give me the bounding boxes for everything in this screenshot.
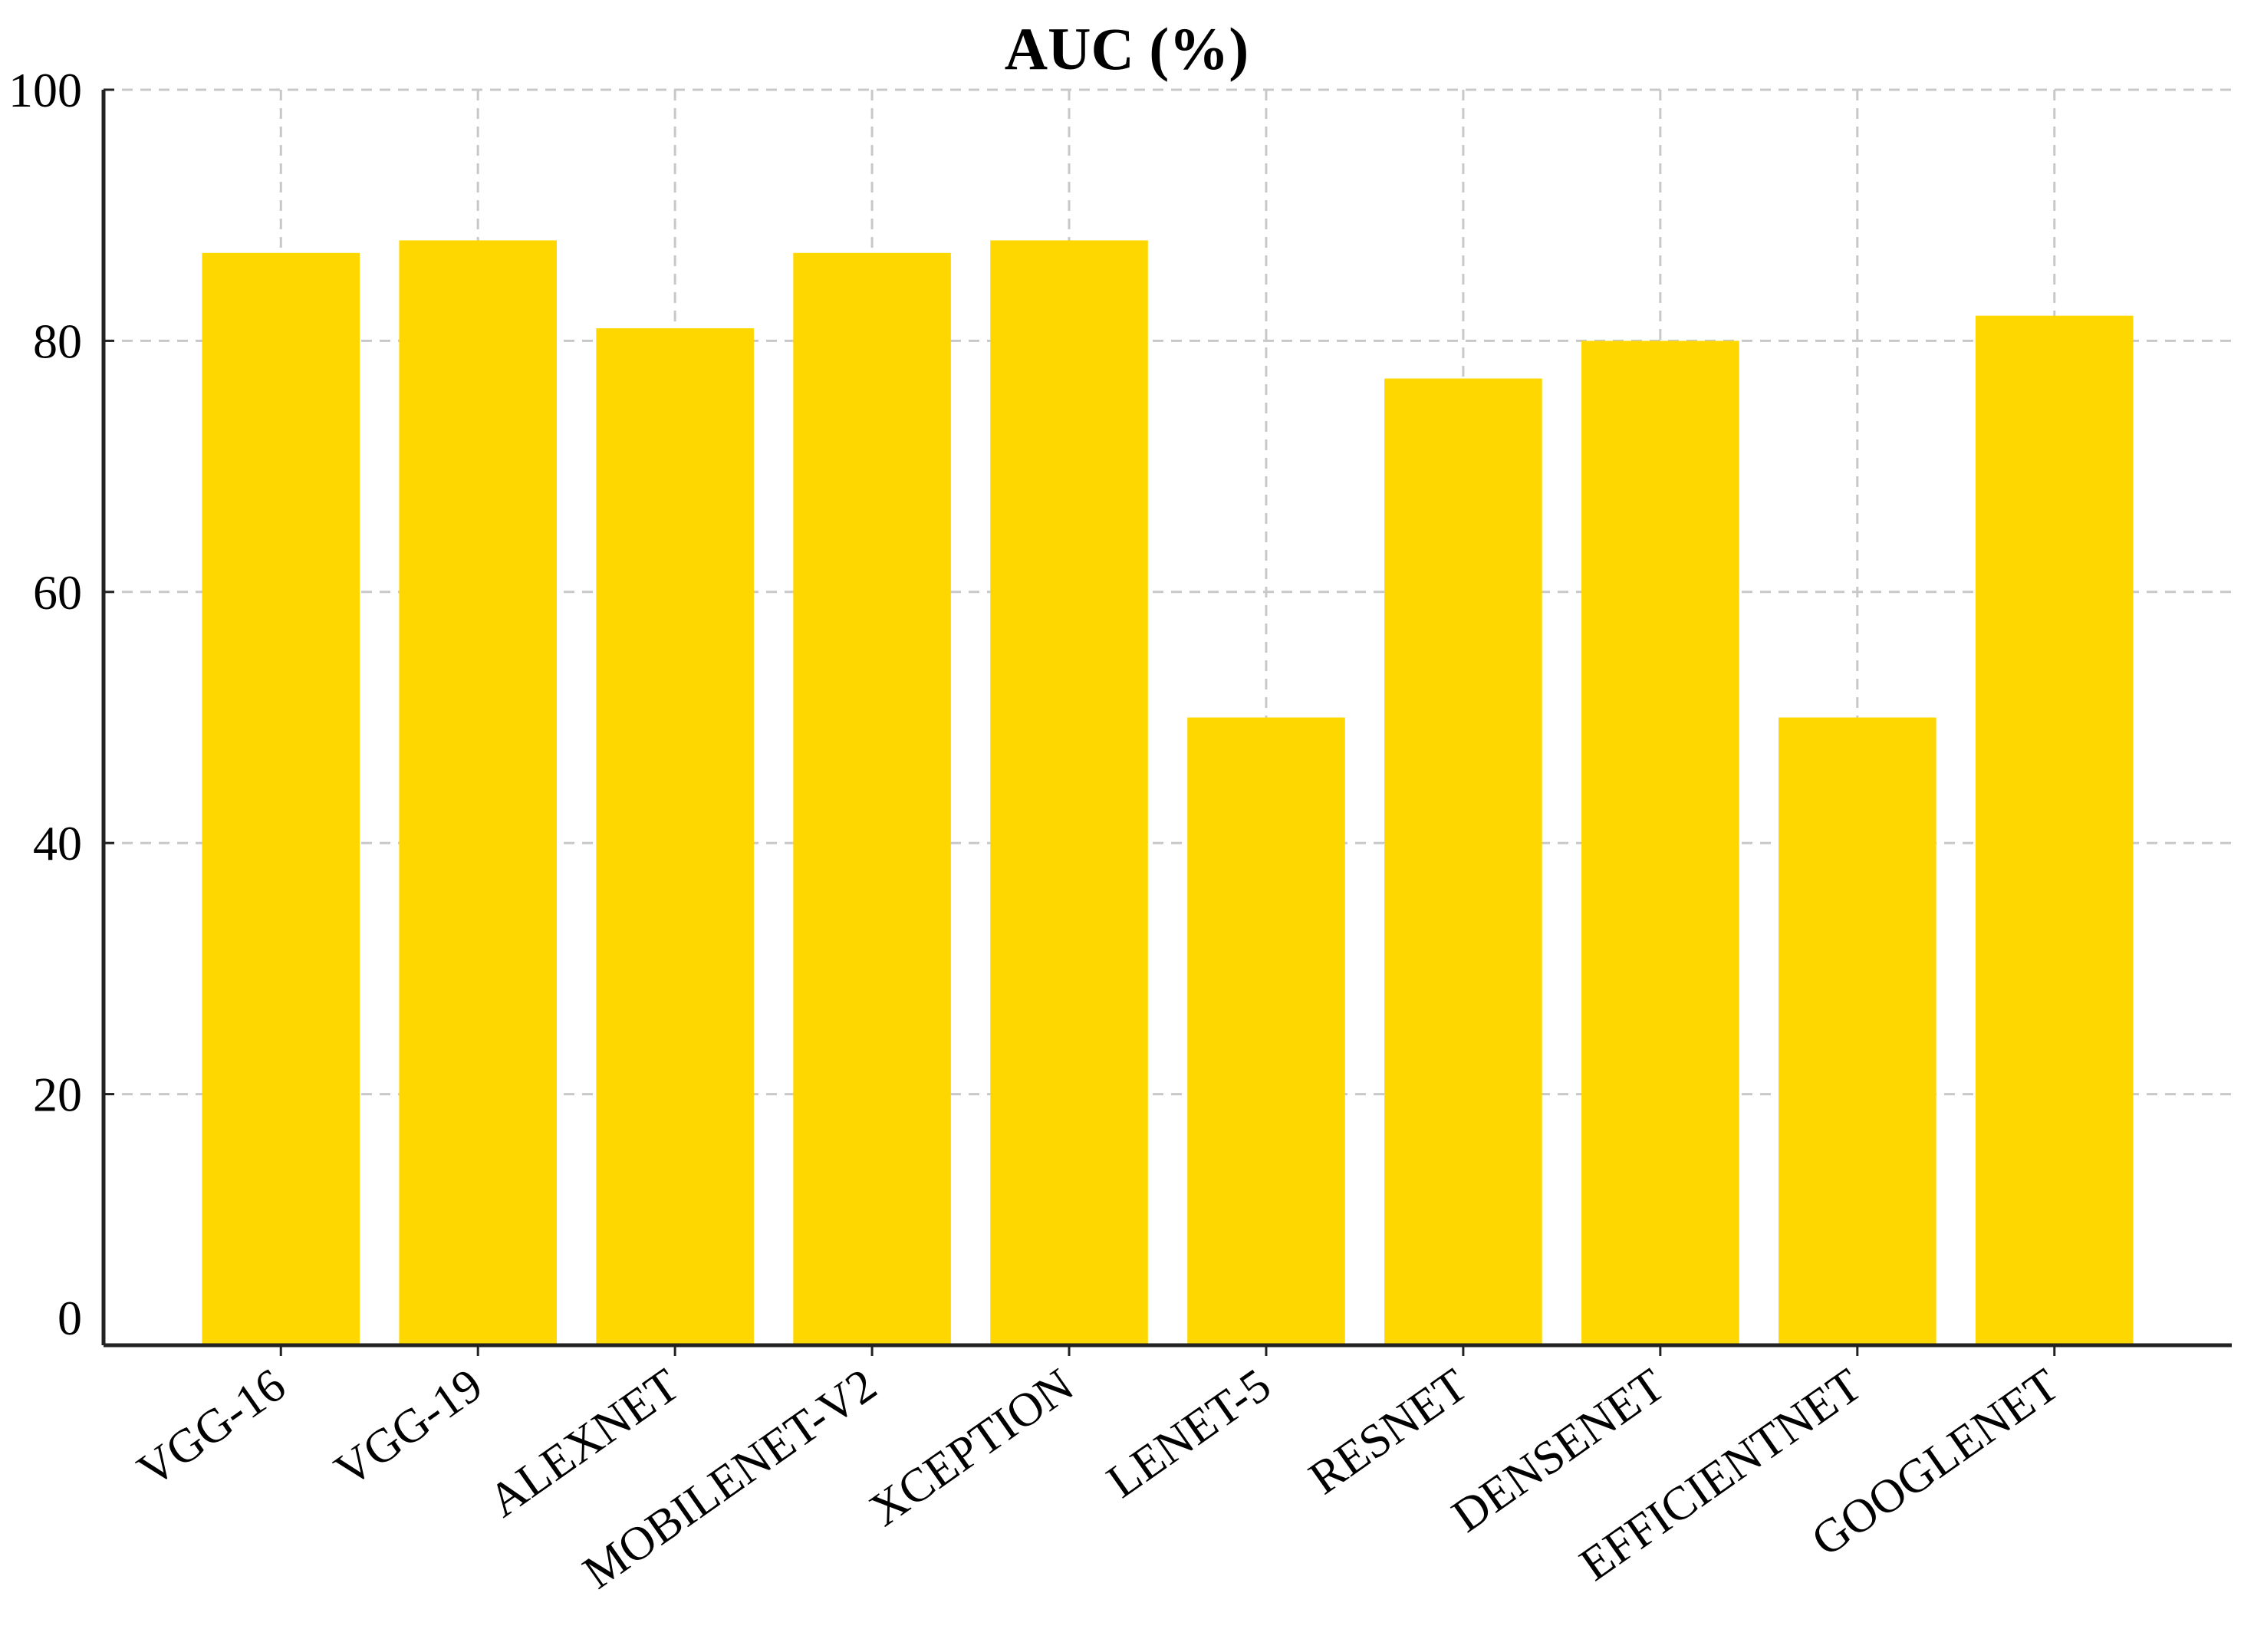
x-tick-label: XCEPTION (860, 1359, 1083, 1537)
bar-alexnet (596, 328, 754, 1345)
y-tick-label: 80 (33, 314, 82, 368)
x-tick-label: RESNET (1300, 1359, 1477, 1505)
bar-vgg-16 (202, 252, 360, 1345)
bar-densenet (1581, 341, 1739, 1345)
y-axis-ticks: 0 20 40 60 80 100 (8, 63, 114, 1347)
bar-lenet-5 (1187, 717, 1345, 1345)
y-tick-label: 60 (33, 565, 82, 620)
y-tick-label: 40 (33, 816, 82, 870)
bar-vgg-19 (399, 240, 557, 1346)
bar-xception (990, 240, 1148, 1346)
y-tick-label: 0 (58, 1291, 82, 1345)
x-tick-label: VGG-16 (129, 1359, 295, 1497)
bar-googlenet (1975, 315, 2134, 1345)
bar-resnet (1384, 378, 1542, 1345)
x-tick-label: LENET-5 (1098, 1359, 1280, 1509)
chart-title: AUC (%) (1005, 15, 1249, 82)
axes (101, 90, 2232, 1348)
bars (202, 240, 2134, 1346)
bar-mobilenet-v2 (793, 252, 951, 1345)
y-tick-label: 20 (33, 1068, 82, 1122)
y-tick-label: 100 (8, 63, 82, 117)
bar-efficientnet (1779, 717, 1936, 1345)
x-tick-label: VGG-19 (325, 1359, 492, 1497)
